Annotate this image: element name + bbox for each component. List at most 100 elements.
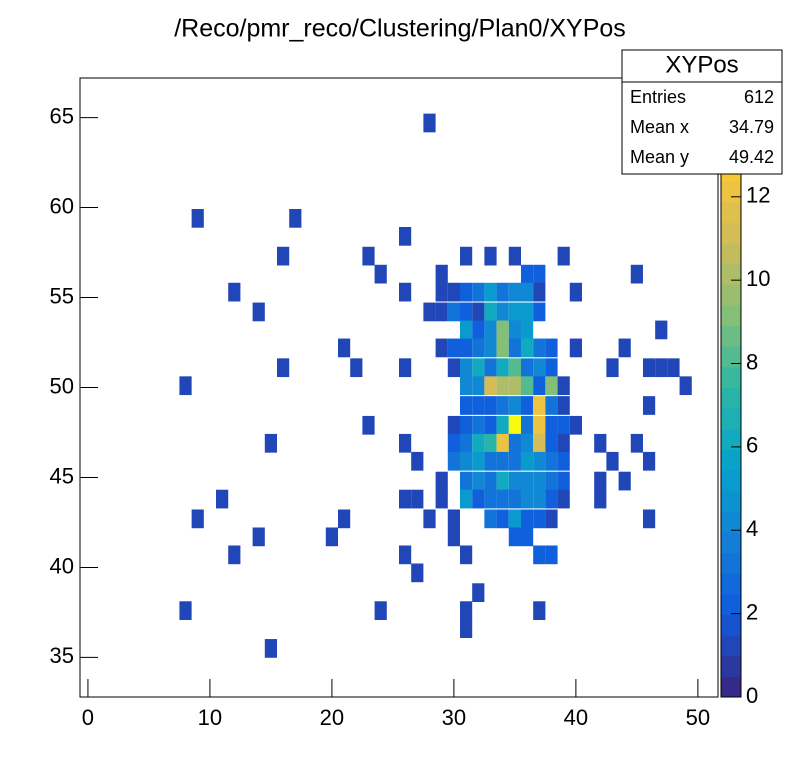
cell: [459, 471, 473, 491]
cell: [557, 415, 570, 435]
y-tick-label: 40: [50, 553, 74, 578]
cell: [447, 527, 460, 547]
cell: [435, 302, 448, 322]
cell: [447, 302, 460, 322]
x-tick-label: 40: [564, 705, 588, 730]
z-tick-label: 10: [746, 266, 770, 291]
cell: [642, 451, 656, 471]
cell: [545, 433, 558, 453]
cell: [642, 396, 656, 415]
cell: [655, 358, 668, 378]
cell: [642, 358, 656, 378]
cell: [520, 396, 534, 415]
cell: [484, 451, 497, 471]
cell: [508, 433, 521, 453]
cell: [533, 415, 546, 435]
cell: [496, 489, 509, 509]
cell: [508, 338, 521, 358]
cell: [520, 338, 534, 358]
x-tick-label: 0: [82, 705, 94, 730]
cell: [533, 489, 546, 509]
cell: [179, 376, 192, 396]
cell: [472, 302, 485, 322]
cell: [447, 338, 460, 358]
cells: [179, 113, 692, 658]
cell: [459, 396, 473, 415]
cell: [508, 246, 521, 266]
cell: [435, 264, 448, 284]
cell: [545, 376, 558, 396]
x-tick-label: 10: [198, 705, 222, 730]
palette-band: [721, 181, 741, 203]
cell: [508, 471, 521, 491]
z-tick-label: 2: [746, 599, 758, 624]
cell: [496, 415, 509, 435]
cell: [520, 282, 534, 302]
palette-band: [721, 366, 741, 388]
palette-band: [721, 304, 741, 327]
cell: [496, 338, 509, 358]
cell: [655, 320, 668, 340]
cell: [289, 208, 302, 228]
z-tick-label: 6: [746, 433, 758, 458]
cell: [264, 433, 278, 453]
cell: [545, 509, 558, 529]
cell: [496, 451, 509, 471]
palette-band: [721, 490, 741, 512]
cell: [594, 471, 607, 491]
cell: [191, 208, 204, 228]
cell: [411, 489, 424, 509]
cell: [264, 639, 278, 658]
cell: [484, 396, 497, 415]
cell: [496, 471, 509, 491]
cell: [374, 264, 387, 284]
cell: [447, 415, 460, 435]
cell: [399, 226, 412, 246]
cell: [472, 471, 485, 491]
cell: [618, 471, 631, 491]
cell: [508, 489, 521, 509]
cell: [484, 246, 497, 266]
cell: [667, 358, 680, 378]
cell: [557, 246, 570, 266]
cell: [472, 376, 485, 396]
cell: [362, 246, 375, 266]
cell: [484, 415, 497, 435]
cell: [508, 396, 521, 415]
z-tick-label: 8: [746, 349, 758, 374]
stats-title: XYPos: [665, 51, 738, 78]
palette-band: [721, 593, 741, 615]
stats-value: 612: [744, 87, 774, 107]
cell: [520, 489, 534, 509]
cell: [472, 338, 485, 358]
cell: [252, 302, 265, 322]
cell: [533, 509, 546, 529]
cell: [533, 601, 546, 620]
cell: [520, 376, 534, 396]
cell: [459, 433, 473, 453]
cell: [472, 415, 485, 435]
cell: [484, 489, 497, 509]
cell: [533, 376, 546, 396]
cell: [459, 489, 473, 509]
cell: [459, 320, 473, 340]
palette-band: [721, 222, 741, 244]
cell: [435, 338, 448, 358]
cell: [472, 358, 485, 378]
cell: [447, 433, 460, 453]
cell: [459, 601, 473, 620]
cell: [252, 527, 265, 547]
cell: [484, 376, 497, 396]
cell: [447, 358, 460, 378]
cell: [484, 338, 497, 358]
cell: [520, 433, 534, 453]
stats-value: 49.42: [729, 147, 774, 167]
cell: [508, 358, 521, 378]
palette-band: [721, 201, 741, 223]
cell: [411, 563, 424, 583]
cell: [277, 358, 290, 378]
cell: [557, 396, 570, 415]
palette-band: [721, 655, 741, 677]
cell: [508, 302, 521, 322]
